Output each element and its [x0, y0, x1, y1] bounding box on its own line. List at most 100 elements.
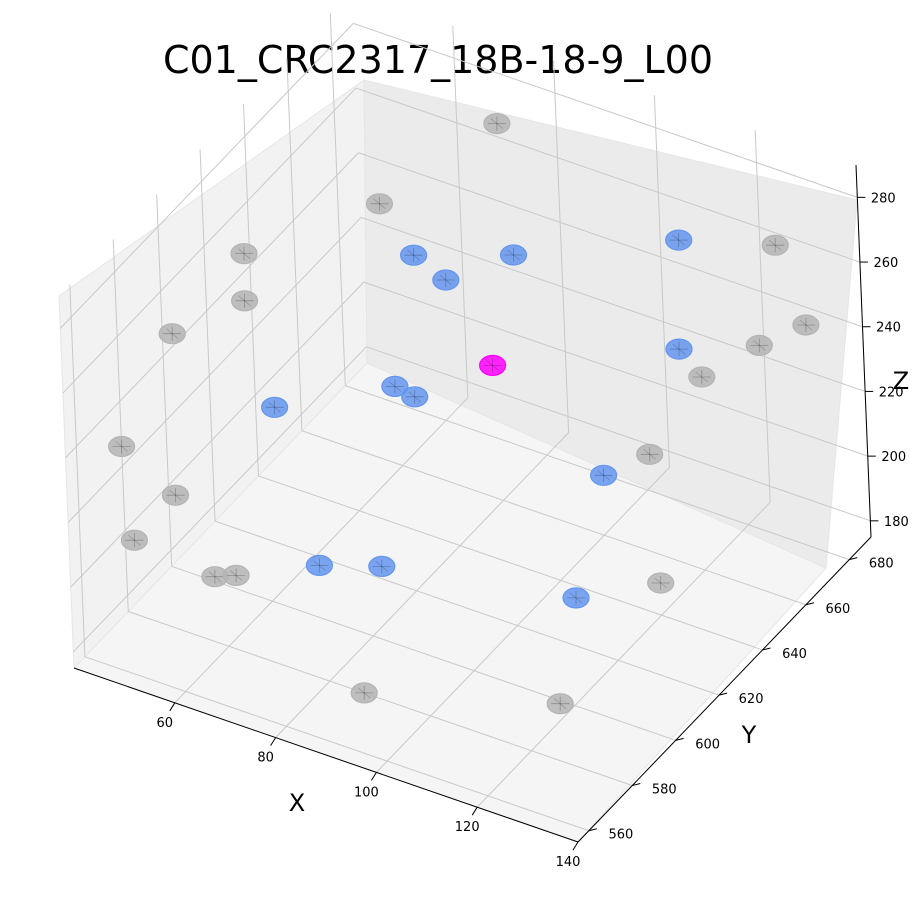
- data-point-body: [365, 193, 394, 215]
- data-point-axis: [490, 118, 504, 129]
- data-point-axis: [799, 319, 813, 331]
- y-tick-mark: [632, 783, 641, 787]
- grid-line-z-back: [360, 216, 866, 392]
- data-point-body: [350, 682, 378, 704]
- y-tick-mark: [718, 692, 728, 696]
- grid-line-y-left: [242, 103, 259, 476]
- grid-line-y-floor: [214, 520, 720, 696]
- data-point-body: [792, 314, 820, 336]
- grid-line-z-left: [62, 87, 357, 394]
- data-point-blue: [665, 338, 693, 360]
- data-point-gray: [350, 682, 378, 704]
- data-point-gray: [222, 564, 250, 587]
- x-tick-label: 140: [556, 855, 581, 870]
- x-axis-line: [73, 667, 579, 843]
- grid-line-z-back: [363, 281, 868, 457]
- grid-line-z-back: [355, 87, 861, 263]
- y-tick-label: 640: [782, 647, 807, 662]
- data-point-axis: [672, 234, 685, 246]
- axis-lines: [73, 164, 872, 843]
- y-axis-line: [577, 536, 872, 843]
- grid-line-x-back: [653, 95, 670, 468]
- y-axis-label: Y: [741, 721, 757, 749]
- data-point-body: [636, 443, 664, 465]
- data-point-magenta: [479, 354, 507, 376]
- grid-line-z-back: [366, 346, 871, 522]
- grid-lines: [59, 13, 872, 843]
- data-point-axis: [238, 295, 251, 307]
- data-point-body: [665, 338, 693, 360]
- data-point-body: [230, 243, 258, 265]
- z-tick-label: 260: [873, 256, 898, 271]
- data-point-axis: [439, 274, 453, 286]
- z-axis-line: [855, 164, 872, 538]
- data-point-blue: [499, 244, 528, 266]
- y-tick-label: 620: [739, 692, 764, 707]
- data-point-body: [401, 386, 429, 408]
- data-point-axis: [169, 489, 182, 501]
- data-point-body: [499, 244, 528, 266]
- data-point-axis: [357, 687, 371, 699]
- data-point-gray: [230, 243, 258, 265]
- data-point-axis: [553, 698, 567, 710]
- data-point-blue: [432, 269, 460, 291]
- data-point-blue: [381, 375, 409, 397]
- data-point-axis: [768, 239, 782, 251]
- grid-line-z-back: [353, 22, 858, 198]
- data-point-axis: [654, 577, 667, 589]
- grid-line-z-left: [59, 23, 354, 329]
- data-point-axis: [373, 198, 386, 210]
- grid-line-x-floor: [376, 467, 670, 773]
- data-point-axis: [597, 469, 610, 481]
- grid-line-x-floor: [174, 397, 469, 704]
- y-tick-label: 680: [869, 557, 894, 572]
- data-point-gray: [158, 323, 186, 345]
- x-tick-mark: [169, 702, 176, 712]
- grid-line-x-floor: [476, 501, 771, 808]
- z-tick-label: 280: [871, 191, 896, 206]
- data-point-body: [761, 234, 789, 256]
- x-tick-mark: [370, 772, 377, 781]
- data-point-axis: [375, 561, 389, 572]
- data-point-blue: [589, 464, 618, 486]
- grid-line-z-left: [65, 152, 359, 459]
- data-point-blue: [305, 554, 333, 577]
- data-point-gray: [231, 290, 259, 312]
- data-point-body: [161, 484, 190, 506]
- data-point-gray: [792, 314, 820, 336]
- x-tick-label: 80: [257, 751, 274, 766]
- data-point-gray: [745, 334, 773, 356]
- data-point-body: [368, 555, 396, 578]
- data-point-gray: [161, 484, 190, 506]
- data-point-blue: [368, 555, 396, 578]
- data-point-body: [688, 366, 716, 388]
- data-point-gray: [120, 529, 148, 551]
- data-point-axis: [643, 448, 656, 460]
- y-tick-label: 580: [652, 783, 677, 798]
- data-point-gray: [546, 693, 574, 715]
- grid-line-z-left: [72, 346, 367, 653]
- y-tick-mark: [805, 602, 815, 606]
- scatter-points: [107, 112, 820, 715]
- data-point-body: [483, 112, 511, 135]
- x-tick-label: 120: [455, 820, 480, 835]
- data-point-body: [562, 587, 590, 609]
- data-point-blue: [665, 229, 693, 251]
- grid-line-z-left: [70, 281, 365, 588]
- grid-line-y-floor: [128, 611, 633, 786]
- data-point-axis: [128, 534, 141, 546]
- grid-line-z-back: [358, 152, 863, 328]
- data-point-body: [120, 529, 148, 551]
- data-point-body: [222, 564, 250, 587]
- x-tick-mark: [572, 841, 579, 851]
- data-point-axis: [268, 401, 281, 413]
- data-point-body: [158, 323, 186, 345]
- data-point-gray: [688, 366, 716, 388]
- data-point-blue: [400, 244, 428, 266]
- data-point-axis: [115, 441, 128, 452]
- x-axis-label: X: [289, 789, 305, 817]
- grid-line-x-floor: [275, 432, 569, 738]
- grid-line-y-left: [112, 239, 129, 612]
- y-tick-mark: [849, 557, 858, 561]
- data-point-axis: [569, 592, 583, 604]
